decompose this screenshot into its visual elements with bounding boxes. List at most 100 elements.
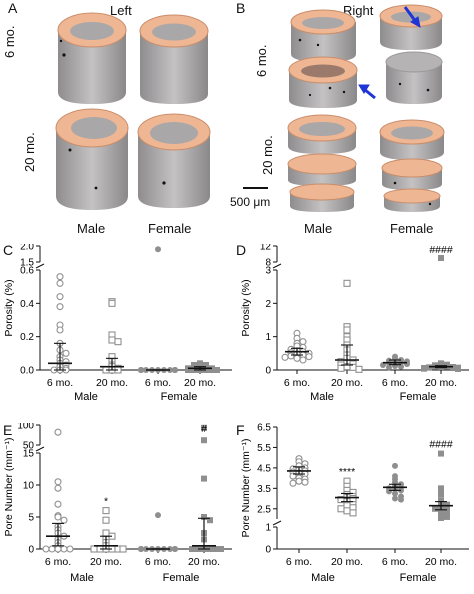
data-point xyxy=(386,364,392,371)
data-point xyxy=(54,500,62,508)
series-2 xyxy=(337,279,363,373)
x-tick-label: 20 mo. xyxy=(331,556,363,568)
y-tick-label: 5.5 xyxy=(257,443,271,454)
data-point xyxy=(189,546,195,552)
axis-break xyxy=(272,263,282,269)
data-point xyxy=(201,514,207,520)
data-point xyxy=(398,496,404,503)
chart-f-pore-number-right: 0 1 2.5 3.5 4.5 5.5 6.5 Pore Number (mm⁻¹) 6 mo.… xyxy=(240,423,469,584)
data-point xyxy=(48,545,56,553)
y-tick-label: 0 xyxy=(28,545,34,556)
y-tick-label: 0 xyxy=(265,545,271,556)
y-tick-label: 100 xyxy=(17,423,34,432)
data-point xyxy=(214,367,220,373)
x-tick-label: 20 mo. xyxy=(90,556,122,568)
group-label-female: Female xyxy=(400,572,437,584)
x-tick-label: 6 mo. xyxy=(382,556,408,568)
data-point xyxy=(392,490,398,497)
significance-marker: * xyxy=(104,496,108,508)
col-label-female-left: Female xyxy=(148,221,192,236)
x-tick-label: 6 mo. xyxy=(286,556,312,568)
data-point xyxy=(281,353,289,361)
data-point xyxy=(438,511,444,518)
data-point xyxy=(386,488,392,495)
data-point xyxy=(102,507,110,515)
data-point xyxy=(108,336,116,344)
series-3 xyxy=(386,462,404,503)
data-point xyxy=(56,326,64,334)
x-tick-label: 6 mo. xyxy=(47,377,73,389)
y-tick-label: 8 xyxy=(265,258,271,269)
data-point xyxy=(349,509,357,517)
panel-label-c: C xyxy=(3,242,14,258)
data-point xyxy=(66,545,74,553)
data-point xyxy=(289,479,297,487)
x-tick-label: 20 mo. xyxy=(331,377,363,389)
bone-male-6mo-left xyxy=(57,12,127,104)
group-label-female: Female xyxy=(400,391,437,403)
col-label-male-left: Male xyxy=(77,221,106,236)
data-point xyxy=(155,246,161,253)
x-tick-label: 6 mo. xyxy=(145,377,171,389)
significance-marker: # xyxy=(201,423,207,435)
data-point xyxy=(114,338,122,346)
series-3 xyxy=(138,512,178,552)
significance-marker: #### xyxy=(429,439,453,451)
data-point xyxy=(138,367,144,373)
col-label-female-right: Female xyxy=(390,221,434,236)
data-point xyxy=(337,505,345,513)
y-tick-label: 0 xyxy=(265,366,271,377)
axis-break xyxy=(35,446,45,452)
bone-female-6mo-right xyxy=(379,4,443,104)
x-tick-label: 20 mo. xyxy=(96,377,128,389)
bone-renderings xyxy=(55,4,445,212)
y-tick-label: 12 xyxy=(260,244,272,253)
data-point xyxy=(438,485,444,492)
group-label-female: Female xyxy=(163,572,200,584)
y-tick-label: 3.5 xyxy=(257,484,271,495)
group-label-male: Male xyxy=(310,391,334,403)
panel-label-f: F xyxy=(236,422,245,438)
x-tick-label: 20 mo. xyxy=(425,377,457,389)
y-axis-title: Pore Number (mm⁻¹) xyxy=(3,438,15,537)
panel-label-b: B xyxy=(236,0,246,16)
data-point xyxy=(56,303,64,311)
x-tick-label: 20 mo. xyxy=(425,556,457,568)
data-point xyxy=(201,475,207,482)
bone-female-20mo-right xyxy=(379,119,445,212)
x-tick-label: 20 mo. xyxy=(188,556,220,568)
y-tick-label: 0.4 xyxy=(20,299,34,310)
data-point xyxy=(213,546,219,552)
data-point xyxy=(60,545,68,553)
data-point xyxy=(438,491,444,498)
data-point xyxy=(155,512,161,519)
data-point xyxy=(54,484,62,492)
series-4 xyxy=(189,424,224,552)
data-point xyxy=(305,353,313,361)
group-label-male: Male xyxy=(74,391,98,403)
blue-arrow-icon xyxy=(358,6,421,100)
series-3 xyxy=(138,246,178,373)
bone-male-20mo-left xyxy=(55,108,129,210)
bone-male-6mo-right xyxy=(288,9,358,108)
group-label-male: Male xyxy=(70,572,94,584)
x-tick-label: 20 mo. xyxy=(184,377,216,389)
data-point xyxy=(438,514,444,521)
y-tick-label: 1 xyxy=(265,523,271,534)
data-point xyxy=(201,437,207,444)
data-point xyxy=(209,367,215,373)
data-point xyxy=(392,495,398,502)
y-axis-title: Pore Number (mm⁻¹) xyxy=(240,439,252,538)
data-point xyxy=(172,546,178,552)
panel-label-a: A xyxy=(8,0,18,16)
data-point xyxy=(349,495,357,503)
chart-c-porosity-left: 0.0 0.2 0.4 0.61.5 2.0 Porosity (%) 6 mo. 20 mo… xyxy=(3,244,232,403)
data-point xyxy=(293,354,301,362)
data-point xyxy=(185,367,191,373)
data-point xyxy=(207,517,213,524)
data-point xyxy=(90,545,98,553)
data-point xyxy=(54,428,62,436)
data-point xyxy=(138,546,144,552)
